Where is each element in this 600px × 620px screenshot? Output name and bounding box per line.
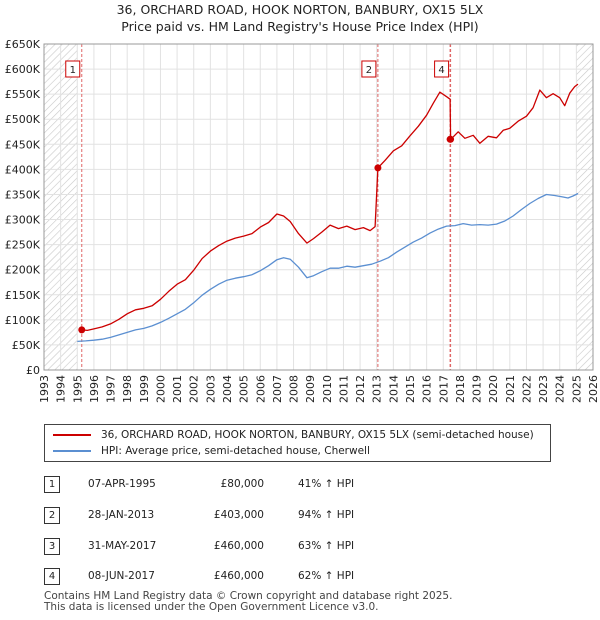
sale-hpi-change: 62% ↑ HPI — [298, 570, 355, 582]
x-tick-label: 2013 — [371, 375, 384, 403]
sale-price: £460,000 — [213, 540, 264, 552]
sale-label-number: 4 — [438, 65, 444, 76]
sale-point — [374, 164, 382, 172]
x-tick-label: 2010 — [321, 375, 334, 403]
x-tick-label: 2020 — [487, 375, 500, 403]
y-tick-label: £0 — [26, 364, 40, 377]
x-tick-label: 2012 — [354, 375, 367, 403]
x-tick-label: 2006 — [254, 375, 267, 403]
sale-label-box — [65, 60, 81, 78]
x-tick-label: 1998 — [121, 375, 134, 403]
x-tick-label: 2014 — [387, 375, 400, 403]
y-tick-label: £600K — [5, 63, 41, 76]
x-tick-label: 2019 — [471, 375, 484, 403]
y-tick-label: £150K — [5, 289, 41, 302]
y-tick-label: £650K — [5, 38, 41, 51]
plot-area — [44, 44, 593, 370]
sale-number-badge: 2 — [44, 507, 60, 524]
x-tick-label: 2003 — [204, 375, 217, 403]
y-tick-label: £200K — [5, 264, 41, 277]
y-tick-label: £250K — [5, 239, 41, 252]
x-tick-label: 1995 — [71, 375, 84, 403]
x-tick-label: 1993 — [38, 375, 51, 403]
sale-point — [447, 135, 455, 143]
y-tick-label: £450K — [5, 138, 41, 151]
x-tick-label: 2015 — [404, 375, 417, 403]
table-row: 2 28-JAN-2013 £403,000 94% ↑ HPI — [44, 506, 564, 526]
x-tick-label: 1997 — [105, 375, 118, 403]
legend: 36, ORCHARD ROAD, HOOK NORTON, BANBURY, … — [44, 424, 551, 462]
y-tick-label: £500K — [5, 113, 41, 126]
sale-date: 31-MAY-2017 — [88, 540, 157, 552]
x-tick-label: 2021 — [504, 375, 517, 403]
sale-price: £403,000 — [213, 509, 264, 521]
x-tick-label: 2008 — [288, 375, 301, 403]
x-tick-label: 2007 — [271, 375, 284, 403]
sale-label-number: 2 — [366, 65, 372, 76]
table-row: 3 31-MAY-2017 £460,000 63% ↑ HPI — [44, 537, 564, 557]
x-tick-label: 1996 — [88, 375, 101, 403]
property-price-line — [81, 83, 579, 332]
sale-point — [78, 326, 86, 334]
x-tick-label: 2004 — [221, 375, 234, 403]
sale-label-number: 1 — [70, 65, 76, 76]
x-tick-label: 2011 — [337, 375, 350, 403]
x-tick-label: 2018 — [454, 375, 467, 403]
x-tick-label: 2016 — [421, 375, 434, 403]
legend-swatch-property — [53, 434, 91, 436]
x-tick-label: 2000 — [154, 375, 167, 403]
sale-price: £460,000 — [213, 570, 264, 582]
sale-number-badge: 4 — [44, 568, 60, 585]
chart-subtitle: Price paid vs. HM Land Registry's House … — [121, 19, 479, 34]
y-tick-label: £400K — [5, 163, 41, 176]
sale-number-badge: 3 — [44, 538, 60, 555]
x-tick-label: 2023 — [537, 375, 550, 403]
x-tick-label: 2005 — [238, 375, 251, 403]
legend-item-hpi: HPI: Average price, semi-detached house,… — [53, 443, 370, 459]
x-tick-label: 2025 — [570, 375, 583, 403]
footer-copyright: Contains HM Land Registry data © Crown c… — [44, 590, 453, 602]
plot-border — [43, 43, 594, 371]
x-tick-label: 2026 — [587, 375, 600, 403]
sale-number-badge: 1 — [44, 476, 60, 493]
x-tick-label: 2002 — [188, 375, 201, 403]
y-tick-label: £100K — [5, 314, 41, 327]
sale-hpi-change: 63% ↑ HPI — [298, 540, 355, 552]
y-tick-label: £350K — [5, 188, 41, 201]
x-tick-label: 2024 — [554, 375, 567, 403]
price-chart: 1 2 4 £0 £50K £100K £150K £200K £250K £300K £350K… — [5, 38, 600, 403]
y-tick-label: £300K — [5, 214, 41, 227]
x-tick-label: 2022 — [520, 375, 533, 403]
legend-item-property: 36, ORCHARD ROAD, HOOK NORTON, BANBURY, … — [53, 427, 534, 443]
sale-date: 08-JUN-2017 — [88, 570, 155, 582]
table-row: 4 08-JUN-2017 £460,000 62% ↑ HPI — [44, 567, 564, 587]
hpi-line — [77, 192, 579, 343]
sale-hpi-change: 94% ↑ HPI — [298, 509, 355, 521]
table-row: 1 07-APR-1995 £80,000 41% ↑ HPI — [44, 475, 564, 495]
x-tick-label: 1994 — [55, 375, 68, 403]
x-tick-label: 1999 — [138, 375, 151, 403]
x-tick-label: 2009 — [304, 375, 317, 403]
sale-date: 28-JAN-2013 — [88, 509, 155, 521]
legend-label-hpi: HPI: Average price, semi-detached house,… — [101, 445, 370, 457]
legend-label-property: 36, ORCHARD ROAD, HOOK NORTON, BANBURY, … — [101, 429, 534, 441]
sale-price: £80,000 — [220, 478, 264, 490]
footer-licence: This data is licensed under the Open Gov… — [44, 601, 379, 613]
y-tick-label: £550K — [5, 88, 41, 101]
hatched-region — [576, 44, 593, 370]
x-tick-label: 2017 — [437, 375, 450, 403]
x-tick-label: 2001 — [171, 375, 184, 403]
sale-label-box — [434, 60, 450, 78]
sale-date: 07-APR-1995 — [88, 478, 156, 490]
sale-label-box — [361, 60, 377, 78]
y-tick-label: £50K — [12, 339, 41, 352]
sale-hpi-change: 41% ↑ HPI — [298, 478, 355, 490]
legend-swatch-hpi — [53, 450, 91, 452]
chart-title: 36, ORCHARD ROAD, HOOK NORTON, BANBURY, … — [116, 2, 484, 17]
